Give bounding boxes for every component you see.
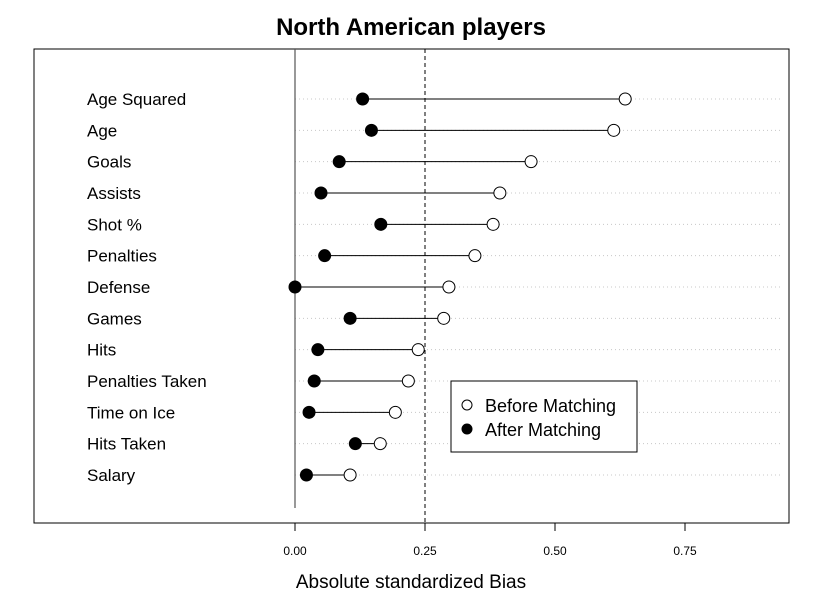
category-label: Defense xyxy=(87,278,150,297)
before-matching-point xyxy=(493,186,507,200)
before-matching-point xyxy=(411,343,425,357)
after-matching-point xyxy=(299,468,313,482)
series-marks xyxy=(288,92,632,482)
after-matching-point xyxy=(343,311,357,325)
before-matching-point xyxy=(373,437,387,451)
after-matching-point xyxy=(374,217,388,231)
category-label: Hits xyxy=(87,341,116,360)
category-label: Shot % xyxy=(87,215,142,234)
legend-before-label: Before Matching xyxy=(485,396,616,416)
x-tick-label: 0.00 xyxy=(283,544,307,558)
category-label: Salary xyxy=(87,466,136,485)
after-matching-point xyxy=(318,249,332,263)
category-label: Hits Taken xyxy=(87,435,166,454)
category-label: Age xyxy=(87,121,117,140)
after-matching-point xyxy=(364,123,378,137)
category-label: Penalties xyxy=(87,247,157,266)
after-matching-point xyxy=(314,186,328,200)
before-matching-point xyxy=(524,155,538,169)
category-label: Goals xyxy=(87,153,131,172)
chart-title: North American players xyxy=(276,14,546,41)
category-label: Penalties Taken xyxy=(87,372,207,391)
after-matching-point xyxy=(302,405,316,419)
before-matching-point xyxy=(437,311,451,325)
legend-box xyxy=(450,380,638,453)
legend-after-label: After Matching xyxy=(485,420,601,440)
category-label: Time on Ice xyxy=(87,403,175,422)
before-matching-point xyxy=(618,92,632,106)
after-matching-point xyxy=(288,280,302,294)
before-matching-point xyxy=(468,249,482,263)
x-axis: 0.00 0.25 0.50 0.75 xyxy=(283,49,697,558)
category-labels: Age Squared Age Goals Assists Shot % Penaltie… xyxy=(87,90,207,485)
before-matching-point xyxy=(607,123,621,137)
legend-after-marker xyxy=(461,423,473,435)
before-matching-point xyxy=(343,468,357,482)
category-label: Games xyxy=(87,309,142,328)
legend: Before Matching After Matching xyxy=(450,380,638,453)
x-tick-label: 0.75 xyxy=(673,544,697,558)
plot-frame xyxy=(33,48,790,524)
legend-before-marker xyxy=(461,399,473,411)
x-tick-label: 0.25 xyxy=(413,544,437,558)
category-label: Age Squared xyxy=(87,90,186,109)
after-matching-point xyxy=(307,374,321,388)
before-matching-point xyxy=(486,217,500,231)
before-matching-point xyxy=(442,280,456,294)
after-matching-point xyxy=(311,343,325,357)
after-matching-point xyxy=(348,437,362,451)
after-matching-point xyxy=(332,155,346,169)
before-matching-point xyxy=(401,374,415,388)
x-axis-title: Absolute standardized Bias xyxy=(296,572,526,593)
x-tick-label: 0.50 xyxy=(543,544,567,558)
category-label: Assists xyxy=(87,184,141,203)
before-matching-point xyxy=(388,405,402,419)
after-matching-point xyxy=(356,92,370,106)
